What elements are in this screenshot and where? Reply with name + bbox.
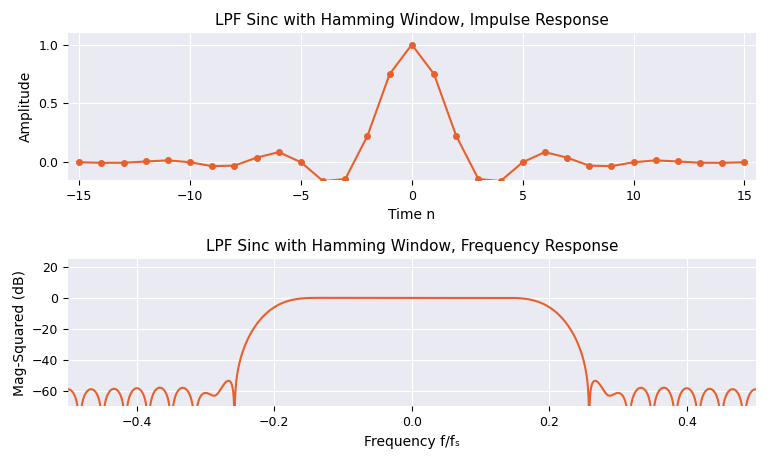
X-axis label: Frequency f/fₛ: Frequency f/fₛ: [364, 435, 460, 449]
Title: LPF Sinc with Hamming Window, Impulse Response: LPF Sinc with Hamming Window, Impulse Re…: [215, 12, 609, 28]
Y-axis label: Mag-Squared (dB): Mag-Squared (dB): [12, 270, 27, 396]
Title: LPF Sinc with Hamming Window, Frequency Response: LPF Sinc with Hamming Window, Frequency …: [206, 239, 618, 254]
Y-axis label: Amplitude: Amplitude: [19, 71, 33, 142]
X-axis label: Time n: Time n: [389, 208, 435, 222]
